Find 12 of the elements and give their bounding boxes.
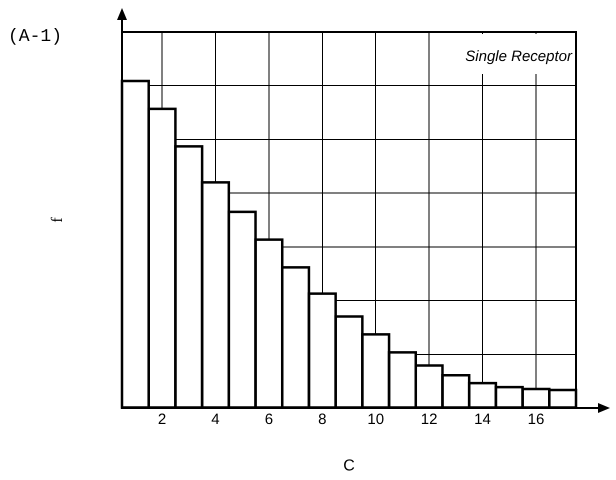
x-tick-label: 12	[420, 411, 438, 428]
x-tick-label: 14	[474, 411, 491, 428]
x-tick-label: 8	[318, 411, 326, 428]
x-tick-label: 16	[528, 411, 544, 428]
x-axis-title: C	[343, 457, 355, 474]
y-axis-title: f	[49, 216, 66, 223]
x-tick-label: 4	[211, 411, 220, 428]
x-tick-label: 2	[158, 411, 166, 428]
x-tick-label: 10	[367, 411, 384, 428]
text: Single Receptor	[465, 48, 573, 66]
text: (A-1)	[8, 26, 62, 47]
x-tick-label: 6	[264, 411, 274, 428]
